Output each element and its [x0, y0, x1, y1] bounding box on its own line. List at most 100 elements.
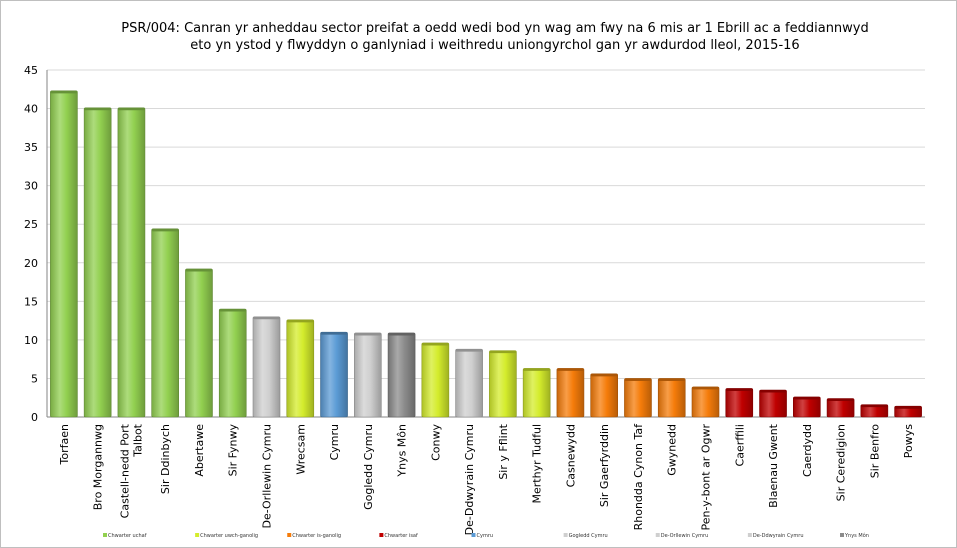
- legend-label: Chwarter is-ganolig: [292, 533, 341, 539]
- y-tick-label: 40: [24, 103, 38, 116]
- x-tick-label: Castell-nedd PortTalbot: [118, 423, 144, 518]
- x-tick-label: Casnewydd: [564, 424, 577, 487]
- x-tick-label: Torfaen: [58, 424, 71, 465]
- bar-cap: [489, 350, 517, 354]
- bar: [387, 332, 416, 418]
- bar-cap: [455, 349, 483, 352]
- bar: [556, 368, 585, 418]
- x-tick-label: Conwy: [429, 424, 442, 461]
- bar-cap: [219, 309, 247, 312]
- legend-swatch: [103, 533, 107, 537]
- legend-swatch: [195, 533, 200, 537]
- x-tick-label: Gwynedd: [666, 424, 679, 476]
- bar-cap: [320, 332, 348, 335]
- bar: [590, 373, 619, 418]
- x-tick-label: Abertawe: [193, 424, 206, 477]
- bar: [826, 398, 855, 418]
- legend-swatch: [563, 533, 568, 537]
- bar-cap: [827, 398, 855, 401]
- legend-label: De-Ddwyrain Cymru: [753, 533, 804, 539]
- x-tick-label: Ynys Môn: [396, 424, 409, 478]
- chart-title-line-2: eto yn ystod y flwyddyn o ganlyniad i we…: [190, 38, 800, 53]
- legend-label: Gogledd Cymru: [569, 533, 608, 539]
- bar-cap: [590, 373, 618, 377]
- x-tick-label: Sir y Fflint: [497, 423, 510, 479]
- bar-cap: [725, 388, 753, 391]
- bar: [83, 107, 112, 418]
- y-tick-label: 10: [24, 334, 38, 347]
- bar-cap: [50, 90, 78, 94]
- bar-cap: [117, 107, 145, 111]
- legend-swatch: [287, 533, 292, 537]
- legend-label: Ynys Môn: [844, 532, 869, 539]
- x-tick-label: Sir Ceredigion: [835, 424, 848, 501]
- bar-cap: [523, 368, 551, 371]
- bar: [455, 348, 483, 418]
- legend-label: Chwarter isaf: [384, 533, 418, 539]
- chart-title-line-1: PSR/004: Canran yr anheddau sector preif…: [121, 21, 869, 36]
- y-tick-label: 20: [24, 257, 38, 270]
- x-tick-label: Merthyr Tudful: [531, 424, 544, 504]
- bar-cap: [354, 332, 382, 336]
- x-tick-label: Bro Morgannwg: [92, 424, 105, 510]
- y-tick-label: 0: [31, 411, 38, 424]
- x-tick-label: Rhondda Cynon Taf: [632, 423, 645, 531]
- bar: [320, 331, 348, 418]
- y-tick-label: 35: [24, 141, 38, 154]
- bar: [151, 228, 180, 418]
- x-tick-label: Powys: [902, 424, 915, 458]
- bar-cap: [286, 319, 314, 323]
- bar: [624, 378, 652, 418]
- bar-cap: [252, 316, 281, 320]
- legend-label: Chwarter uchaf: [108, 533, 147, 539]
- bar: [792, 396, 821, 418]
- bar: [286, 319, 315, 418]
- x-tick-label: Sir Benfro: [868, 424, 881, 478]
- bar-cap: [691, 386, 720, 390]
- x-tick-label: De-Orllewin Cymru: [261, 424, 274, 529]
- legend-label: Cymru: [477, 533, 494, 539]
- bar: [522, 368, 551, 418]
- bar-cap: [388, 332, 416, 336]
- bar-cap: [658, 378, 686, 381]
- bar-cap: [84, 107, 112, 111]
- chart-title: PSR/004: Canran yr anheddau sector preif…: [60, 20, 930, 54]
- x-tick-label: Sir Ddinbych: [159, 424, 172, 494]
- legend: Chwarter uchaf Chwarter uwch-ganolig Chwar…: [103, 532, 869, 539]
- bar: [421, 342, 450, 418]
- y-tick-label: 15: [24, 295, 38, 308]
- x-tick-label: Cymru: [328, 424, 341, 460]
- x-tick-label: Caerdydd: [801, 424, 814, 477]
- bar-cap: [860, 404, 888, 408]
- bar: [691, 386, 720, 418]
- bar-cap: [556, 368, 584, 371]
- bar: [252, 316, 281, 418]
- bar: [657, 378, 686, 418]
- legend-swatch: [840, 533, 844, 537]
- legend-swatch: [471, 533, 476, 537]
- bar-cap: [185, 268, 213, 272]
- bar: [50, 90, 78, 418]
- x-tick-label: Gogledd Cymru: [362, 424, 375, 510]
- legend-label: De-Orllewin Cymru: [661, 533, 709, 539]
- x-tick-label: Sir Fynwy: [227, 424, 240, 477]
- legend-label: Chwarter uwch-ganolig: [200, 533, 258, 539]
- x-tick-label: Caerffili: [733, 424, 746, 466]
- x-tick-label: De-Ddwyrain Cymru: [463, 424, 476, 535]
- y-tick-label: 30: [24, 180, 38, 193]
- bar: [489, 350, 517, 418]
- bar-cap: [421, 342, 449, 346]
- bar: [725, 388, 754, 418]
- bar: [353, 332, 382, 418]
- y-tick-label: 45: [24, 64, 38, 77]
- bar-cap: [151, 228, 179, 232]
- x-tick-label: Sir Gaerfyrddin: [598, 424, 611, 507]
- legend-swatch: [747, 533, 752, 537]
- y-tick-label: 25: [24, 218, 38, 231]
- y-tick-label: 5: [31, 372, 38, 385]
- bar-cap: [793, 396, 821, 400]
- y-axis-labels: 0 5 10 15 20 25 30 35 40 45: [24, 64, 38, 424]
- bar: [218, 308, 247, 418]
- bars: [50, 90, 922, 418]
- x-tick-label: Wrecsam: [294, 424, 307, 475]
